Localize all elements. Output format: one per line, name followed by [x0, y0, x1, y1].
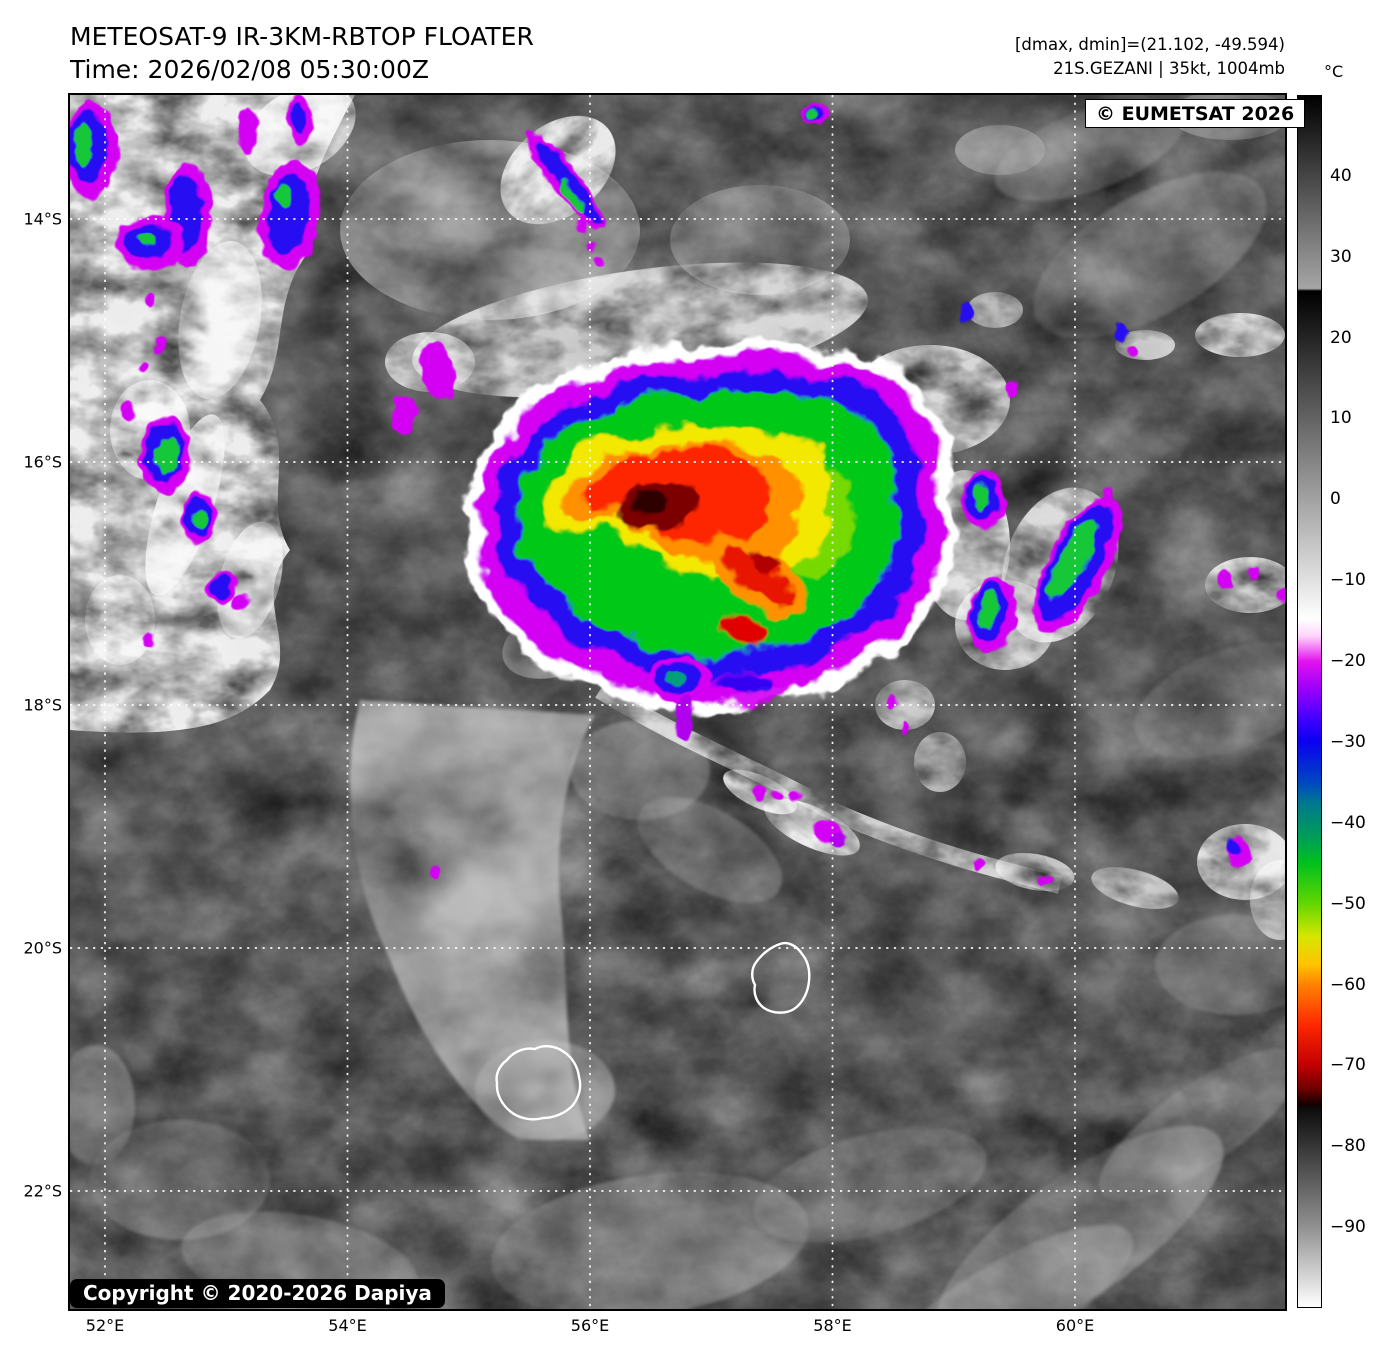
streak-red: [717, 615, 767, 645]
cell: [238, 95, 312, 152]
cloud: [753, 1127, 987, 1243]
cloud: [491, 1172, 809, 1309]
cloud: [1250, 860, 1285, 940]
cloud: [1134, 641, 1285, 759]
cell: [962, 470, 1285, 653]
info-block: [dmax, dmin]=(21.102, -49.594) 21S.GEZAN…: [1015, 33, 1285, 81]
satellite-image: [70, 95, 1285, 1309]
colorbar-tick-label: −60: [1330, 974, 1366, 995]
colorbar-tick-label: −90: [1330, 1217, 1366, 1238]
colorbar-tick-label: −20: [1330, 651, 1366, 672]
cell: [961, 302, 1139, 396]
cell: [801, 104, 829, 124]
cloud: [1099, 1048, 1285, 1202]
cloud: [1091, 867, 1179, 909]
island-outline-reunion: [495, 1044, 582, 1121]
lon-tick-label: 60°E: [1055, 1316, 1095, 1335]
cyclone-cold-cloud-tops: [465, 338, 958, 717]
cloud: [570, 720, 710, 820]
cloud: [85, 575, 155, 665]
lat-tick-label: 20°S: [23, 938, 62, 958]
colorbar-tick-label: 40: [1330, 165, 1352, 186]
streak-red: [719, 545, 795, 607]
temperature-colorbar: [1297, 95, 1322, 1308]
coldest-spot-black: [630, 491, 670, 515]
lon-tick-label: 54°E: [328, 1316, 367, 1335]
cloud: [1195, 313, 1285, 357]
colorbar-unit-label: °C: [1324, 62, 1344, 81]
lon-tick-label: 52°E: [85, 1316, 125, 1335]
colorbar-tick-label: 20: [1330, 327, 1352, 348]
lon-tick-label: 58°E: [813, 1316, 852, 1335]
small-convective-cells: [70, 95, 1285, 884]
cloud: [670, 185, 850, 295]
colorbar-tick-label: −30: [1330, 731, 1366, 752]
satellite-image-frame: [68, 93, 1287, 1311]
lat-tick-label: 18°S: [23, 695, 62, 715]
island-outline-mauritius: [751, 941, 811, 1014]
cloud: [90, 1120, 270, 1240]
moisture-band: [350, 700, 595, 1140]
colorbar-tick-label: −50: [1330, 893, 1366, 914]
cloud: [70, 1045, 135, 1165]
lat-tick-label: 22°S: [23, 1181, 62, 1201]
cloud: [914, 732, 966, 792]
lat-tick-label: 16°S: [23, 452, 62, 472]
dmax-dmin-readout: [dmax, dmin]=(21.102, -49.594): [1015, 35, 1285, 54]
cloud: [886, 1224, 1134, 1309]
cell: [259, 160, 321, 270]
cloud: [637, 797, 783, 903]
lon-tick-label: 56°E: [570, 1316, 610, 1335]
gridlines: [70, 95, 1285, 1309]
cell: [392, 342, 456, 435]
colorbar-tick-label: −70: [1330, 1055, 1366, 1076]
cloud: [875, 680, 935, 730]
page-title: METEOSAT-9 IR-3KM-RBTOP FLOATER: [70, 22, 534, 51]
cell: [116, 163, 212, 270]
copyright-badge: Copyright © 2020-2026 Dapiya: [70, 1279, 445, 1308]
cell: [526, 131, 604, 267]
lat-tick-label: 14°S: [23, 209, 62, 229]
cloud: [1033, 171, 1267, 339]
cell: [121, 293, 164, 423]
colorbar-tick-label: 0: [1330, 489, 1341, 510]
timestamp: Time: 2026/02/08 05:30:00Z: [70, 55, 429, 84]
cell: [139, 417, 250, 647]
cell: [432, 787, 1250, 884]
cloud: [995, 852, 1075, 892]
cell: [70, 102, 118, 198]
storm-info: 21S.GEZANI | 35kt, 1004mb: [1053, 59, 1285, 78]
colorbar-tick-label: 10: [1330, 408, 1352, 429]
cloud: [475, 1040, 615, 1140]
colorbar-tick-label: −40: [1330, 812, 1366, 833]
colorbar-tick-label: 30: [1330, 246, 1352, 267]
cloud: [1155, 915, 1285, 1015]
fringe-blue-south: [714, 671, 774, 697]
streak-darkred: [749, 549, 775, 571]
eumetsat-credit-badge: © EUMETSAT 2026: [1085, 99, 1306, 128]
colorbar-tick-label: −80: [1330, 1136, 1366, 1157]
island-outlines: [495, 941, 811, 1121]
cell: [650, 656, 910, 740]
title-block: METEOSAT-9 IR-3KM-RBTOP FLOATER Time: 20…: [70, 20, 534, 86]
cloud: [178, 240, 262, 400]
colorbar-tick-label: −10: [1330, 570, 1366, 591]
cloud: [967, 292, 1023, 328]
cloud: [217, 521, 283, 639]
